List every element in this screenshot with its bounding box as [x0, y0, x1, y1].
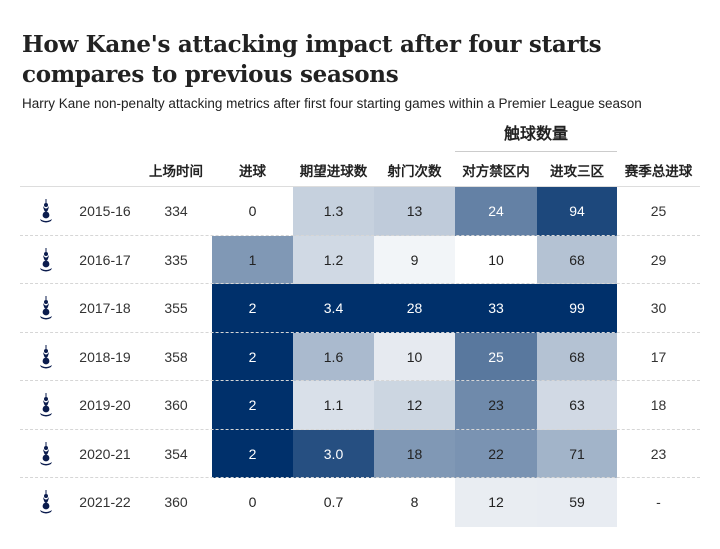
row-divider [20, 477, 700, 478]
cell-xg: 1.6 [293, 332, 374, 381]
table-row: 2018-19 358 2 1.6 10 25 68 17 [0, 332, 720, 381]
cell-season-total-goals: 18 [650, 397, 667, 414]
cell-goals: 2 [212, 381, 293, 430]
cell-xg: 3.4 [293, 284, 374, 333]
cell-touches-final-third: 63 [537, 381, 617, 430]
column-header-touches-final-third: 进攻三区 [550, 164, 604, 179]
cell-season-total-goals: 25 [650, 203, 667, 220]
tottenham-crest-icon [36, 440, 56, 468]
cell-goals: 0 [212, 187, 293, 236]
cell-season: 2020-21 [79, 445, 131, 462]
cell-shots: 18 [374, 429, 455, 478]
cell-season-total-goals: 17 [650, 348, 667, 365]
cell-season: 2017-18 [79, 300, 131, 317]
tottenham-crest-icon [36, 391, 56, 419]
cell-season-total-goals: - [656, 494, 661, 511]
cell-shots: 12 [374, 381, 455, 430]
cell-goals: 1 [212, 235, 293, 284]
cell-goals: 0 [212, 478, 293, 527]
cell-touches-box: 10 [455, 235, 537, 284]
cell-minutes: 334 [164, 203, 188, 220]
cell-shots: 9 [374, 235, 455, 284]
cell-xg: 1.1 [293, 381, 374, 430]
cell-touches-box: 23 [455, 381, 537, 430]
cell-season: 2016-17 [79, 251, 131, 268]
tottenham-crest-icon [36, 343, 56, 371]
cell-season-total-goals: 29 [650, 251, 667, 268]
cell-minutes: 335 [164, 251, 188, 268]
cell-minutes: 355 [164, 300, 188, 317]
column-header-season-total-goals: 赛季总进球 [624, 164, 693, 179]
column-header-touches-box: 对方禁区内 [462, 164, 530, 179]
cell-shots: 13 [374, 187, 455, 236]
cell-touches-box: 22 [455, 429, 537, 478]
cell-touches-final-third: 68 [537, 235, 617, 284]
cell-season-total-goals: 23 [650, 445, 667, 462]
touches-group-header: 触球数量 [455, 124, 617, 154]
cell-minutes: 354 [164, 445, 188, 462]
table-row: 2021-22 360 0 0.7 8 12 59 - [0, 478, 720, 527]
cell-xg: 0.7 [293, 478, 374, 527]
row-divider [20, 380, 700, 381]
tottenham-crest-icon [36, 246, 56, 274]
table-row: 2015-16 334 0 1.3 13 24 94 25 [0, 187, 720, 236]
column-header-xg: 期望进球数 [299, 164, 368, 179]
table-row: 2017-18 355 2 3.4 28 33 99 30 [0, 284, 720, 333]
cell-touches-box: 12 [455, 478, 537, 527]
cell-touches-final-third: 71 [537, 429, 617, 478]
row-divider [20, 283, 700, 284]
cell-xg: 1.3 [293, 187, 374, 236]
table-row: 2016-17 335 1 1.2 9 10 68 29 [0, 235, 720, 284]
cell-season: 2015-16 [79, 203, 131, 220]
cell-season-total-goals: 30 [650, 300, 667, 317]
cell-touches-final-third: 94 [537, 187, 617, 236]
cell-season: 2021-22 [79, 494, 131, 511]
tottenham-crest-icon [36, 294, 56, 322]
column-header-goals: 进球 [239, 164, 266, 179]
row-divider [20, 234, 700, 236]
cell-xg: 3.0 [293, 429, 374, 478]
cell-goals: 2 [212, 429, 293, 478]
column-header-shots: 射门次数 [387, 164, 442, 179]
cell-touches-box: 24 [455, 187, 537, 236]
table-row: 2019-20 360 2 1.1 12 23 63 18 [0, 381, 720, 430]
cell-shots: 28 [374, 284, 455, 333]
tottenham-crest-icon [36, 197, 56, 225]
cell-touches-box: 33 [455, 284, 537, 333]
cell-goals: 2 [212, 332, 293, 381]
cell-minutes: 360 [164, 397, 188, 414]
cell-minutes: 360 [164, 494, 188, 511]
cell-touches-box: 25 [455, 332, 537, 381]
cell-goals: 2 [212, 284, 293, 333]
row-divider [20, 428, 700, 430]
cell-touches-final-third: 68 [537, 332, 617, 381]
cell-season: 2018-19 [79, 348, 131, 365]
cell-shots: 10 [374, 332, 455, 381]
cell-shots: 8 [374, 478, 455, 527]
cell-touches-final-third: 99 [537, 284, 617, 333]
chart-title: How Kane's attacking impact after four s… [22, 31, 602, 88]
row-divider [20, 331, 700, 333]
tottenham-crest-icon [36, 488, 56, 516]
table-row: 2020-21 354 2 3.0 18 22 71 23 [0, 429, 720, 478]
header-divider [20, 186, 700, 187]
cell-xg: 1.2 [293, 235, 374, 284]
column-header-minutes: 上场时间 [149, 164, 203, 179]
cell-minutes: 358 [164, 348, 188, 365]
cell-touches-final-third: 59 [537, 478, 617, 527]
cell-season: 2019-20 [79, 397, 131, 414]
chart-subtitle: Harry Kane non-penalty attacking metrics… [22, 96, 642, 111]
